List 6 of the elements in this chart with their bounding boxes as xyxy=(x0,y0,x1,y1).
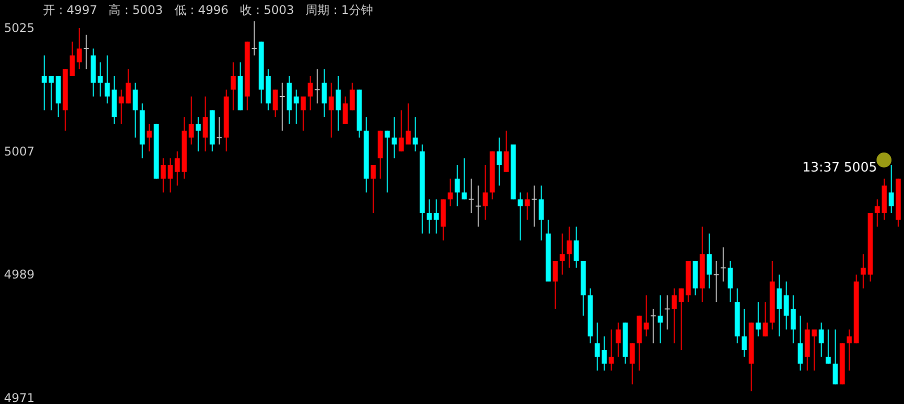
ytick-label: 4971 xyxy=(4,391,35,404)
annotation: 13:37 5005 xyxy=(802,160,877,176)
ytick-label: 5025 xyxy=(4,21,35,35)
ytick-label: 5007 xyxy=(4,144,35,158)
ytick-label: 4989 xyxy=(4,268,35,282)
title: 开 : 4997 高 : 5003 低 : 4996 收 : 5003 周期 : 1分钟 xyxy=(43,3,373,17)
